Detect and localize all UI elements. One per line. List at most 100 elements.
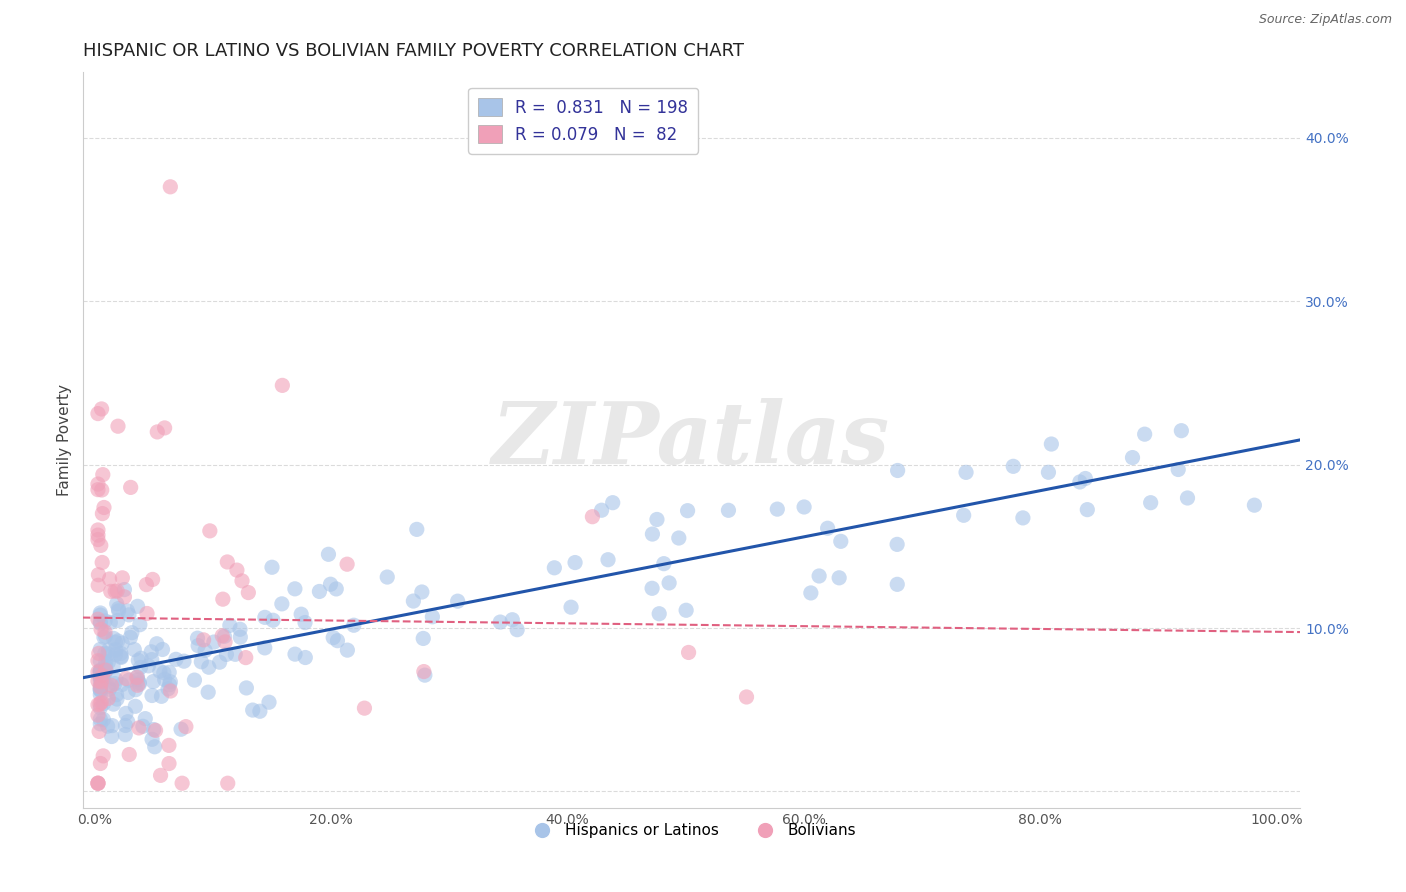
Point [115, 706, 138, 721]
Point [110, 646, 132, 660]
Point [225, 563, 247, 577]
Point [129, 651, 152, 665]
Point [238, 585, 260, 599]
Point [271, 378, 294, 392]
Point [91, 748, 114, 763]
Point [146, 425, 169, 439]
Point [111, 571, 134, 585]
Point [172, 776, 194, 790]
Point [648, 607, 671, 621]
Point [97, 655, 120, 669]
Point [1076, 502, 1098, 516]
Point [141, 652, 163, 666]
Point [110, 650, 132, 665]
Point [91, 668, 114, 682]
Point [117, 685, 139, 699]
Point [97, 691, 120, 706]
Point [91, 507, 114, 521]
Point [127, 670, 149, 684]
Point [129, 660, 152, 674]
Point [89, 680, 111, 694]
Point [91, 556, 114, 570]
Point [93, 713, 115, 727]
Point [652, 557, 675, 571]
Point [90, 401, 112, 416]
Point [405, 522, 427, 536]
Point [94, 629, 117, 643]
Point [413, 668, 436, 682]
Point [89, 663, 111, 677]
Point [159, 674, 181, 689]
Point [118, 747, 141, 762]
Point [89, 712, 111, 726]
Point [89, 683, 111, 698]
Point [1243, 498, 1265, 512]
Point [157, 739, 180, 753]
Point [101, 718, 124, 732]
Point [229, 630, 252, 644]
Point [142, 573, 165, 587]
Point [174, 720, 197, 734]
Point [89, 616, 111, 631]
Point [132, 719, 155, 733]
Point [89, 688, 111, 702]
Point [90, 483, 112, 497]
Y-axis label: Family Poverty: Family Poverty [58, 384, 72, 496]
Text: HISPANIC OR LATINO VS BOLIVIAN FAMILY POVERTY CORRELATION CHART: HISPANIC OR LATINO VS BOLIVIAN FAMILY PO… [83, 42, 744, 60]
Point [107, 604, 129, 618]
Point [800, 586, 823, 600]
Point [325, 582, 347, 596]
Point [87, 646, 110, 660]
Point [105, 692, 128, 706]
Point [218, 618, 240, 632]
Point [319, 577, 342, 591]
Point [89, 669, 111, 683]
Point [94, 659, 117, 673]
Point [100, 678, 122, 692]
Point [89, 724, 111, 739]
Point [336, 558, 359, 572]
Point [103, 697, 125, 711]
Point [591, 503, 613, 517]
Point [87, 665, 110, 679]
Point [136, 607, 159, 621]
Point [229, 622, 252, 636]
Point [114, 727, 136, 741]
Point [103, 632, 125, 646]
Point [1012, 511, 1035, 525]
Point [125, 670, 148, 684]
Point [94, 625, 117, 640]
Point [87, 407, 110, 421]
Point [127, 599, 149, 614]
Point [89, 670, 111, 684]
Point [105, 583, 128, 598]
Point [159, 179, 181, 194]
Point [128, 617, 150, 632]
Point [141, 732, 163, 747]
Text: Source: ZipAtlas.com: Source: ZipAtlas.com [1258, 13, 1392, 27]
Point [153, 673, 176, 687]
Point [87, 612, 110, 626]
Point [735, 690, 758, 704]
Point [117, 604, 139, 618]
Point [107, 614, 129, 628]
Point [115, 672, 138, 686]
Point [231, 574, 253, 588]
Point [242, 703, 264, 717]
Point [87, 698, 110, 712]
Point [127, 673, 149, 687]
Point [668, 531, 690, 545]
Point [326, 633, 349, 648]
Point [165, 652, 187, 666]
Point [89, 642, 111, 657]
Point [120, 631, 142, 645]
Point [105, 688, 128, 702]
Point [284, 582, 307, 596]
Point [87, 523, 110, 537]
Point [217, 776, 239, 790]
Point [101, 659, 124, 673]
Point [93, 666, 115, 681]
Point [104, 673, 127, 687]
Point [89, 665, 111, 679]
Point [149, 664, 172, 678]
